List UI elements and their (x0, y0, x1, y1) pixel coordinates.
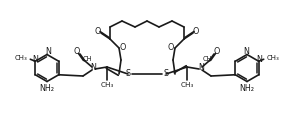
Text: N: N (256, 55, 262, 64)
Text: N: N (243, 47, 249, 57)
Text: O: O (74, 46, 80, 55)
Text: O: O (214, 46, 220, 55)
Text: NH₂: NH₂ (240, 84, 255, 93)
Text: O: O (168, 44, 174, 52)
Text: S: S (163, 69, 168, 78)
Text: N: N (32, 55, 38, 64)
Text: CH: CH (202, 56, 212, 62)
Text: N: N (45, 47, 51, 57)
Text: O: O (193, 27, 199, 36)
Text: CH₃: CH₃ (267, 55, 279, 61)
Text: CH₃: CH₃ (100, 82, 114, 88)
Text: O: O (120, 44, 126, 52)
Text: CH₃: CH₃ (180, 82, 194, 88)
Text: N: N (198, 64, 204, 73)
Text: CH: CH (82, 56, 92, 62)
Text: O: O (95, 27, 101, 36)
Text: S: S (126, 69, 131, 78)
Text: CH₃: CH₃ (15, 55, 27, 61)
Text: NH₂: NH₂ (39, 84, 54, 93)
Text: N: N (90, 64, 96, 73)
